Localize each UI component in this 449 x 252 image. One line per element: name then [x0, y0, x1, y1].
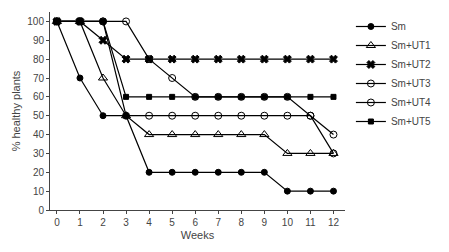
svg-text:4: 4: [146, 217, 152, 228]
svg-text:50: 50: [33, 110, 45, 121]
svg-text:0: 0: [54, 217, 60, 228]
svg-text:10: 10: [282, 217, 294, 228]
svg-text:Sm+UT3: Sm+UT3: [391, 78, 431, 89]
svg-text:2: 2: [100, 217, 106, 228]
svg-text:80: 80: [33, 54, 45, 65]
svg-text:0: 0: [38, 205, 44, 216]
svg-text:Sm+UT2: Sm+UT2: [391, 59, 431, 70]
svg-text:20: 20: [33, 167, 45, 178]
svg-text:Sm+UT1: Sm+UT1: [391, 40, 431, 51]
svg-text:100: 100: [27, 16, 44, 27]
svg-text:11: 11: [305, 217, 316, 228]
svg-text:3: 3: [123, 217, 129, 228]
svg-text:10: 10: [33, 186, 45, 197]
svg-text:7: 7: [215, 217, 221, 228]
svg-text:1: 1: [77, 217, 83, 228]
svg-text:% healthy plants: % healthy plants: [10, 70, 22, 151]
svg-text:9: 9: [262, 217, 268, 228]
svg-text:5: 5: [169, 217, 175, 228]
svg-text:70: 70: [33, 73, 45, 84]
svg-text:Sm+UT5: Sm+UT5: [391, 116, 431, 127]
svg-text:12: 12: [328, 217, 340, 228]
svg-text:8: 8: [239, 217, 245, 228]
svg-text:30: 30: [33, 148, 45, 159]
svg-text:40: 40: [33, 129, 45, 140]
svg-text:Sm: Sm: [391, 21, 406, 32]
svg-text:Sm+UT4: Sm+UT4: [391, 97, 431, 108]
svg-text:6: 6: [192, 217, 198, 228]
svg-text:90: 90: [33, 35, 45, 46]
svg-text:60: 60: [33, 91, 45, 102]
svg-text:Weeks: Weeks: [181, 229, 215, 241]
